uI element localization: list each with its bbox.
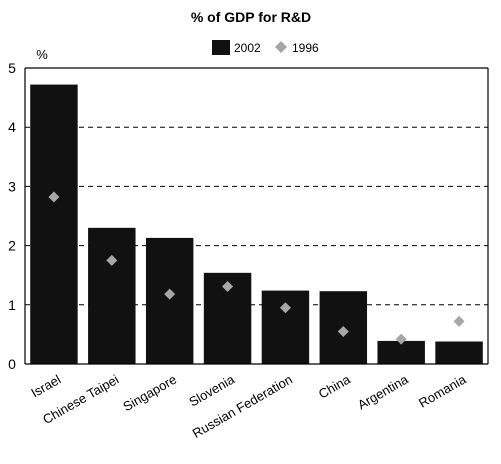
marker-1996-singapore — [164, 288, 176, 300]
category-label-israel: Israel — [28, 372, 63, 401]
axes — [24, 67, 489, 365]
category-label-china: China — [316, 371, 354, 401]
marker-1996-russian-federation — [279, 302, 291, 314]
bar-2002-argentina — [377, 340, 425, 364]
chart-title: % of GDP for R&D — [191, 9, 311, 25]
legend-swatch-1996 — [275, 41, 287, 53]
marker-1996-romania — [453, 315, 465, 327]
y-tick-label-5: 5 — [8, 60, 16, 76]
legend-label-2002: 2002 — [234, 41, 261, 55]
y-tick-label-4: 4 — [8, 119, 16, 135]
legend-label-1996: 1996 — [292, 41, 319, 55]
y-tick-label-3: 3 — [8, 178, 16, 194]
y-tick-labels: 0 1 2 3 4 5 — [8, 60, 16, 372]
marker-1996-chinese-taipei — [106, 254, 118, 266]
markers-1996 — [48, 191, 465, 345]
bar-2002-chinese-taipei — [88, 227, 136, 364]
marker-1996-argentina — [395, 333, 407, 345]
marker-1996-china — [337, 325, 349, 337]
category-label-romania: Romania — [416, 371, 469, 410]
legend-swatch-2002 — [212, 40, 230, 55]
y-axis-unit-label: % — [36, 47, 48, 62]
y-tick-label-0: 0 — [8, 356, 16, 372]
marker-1996-slovenia — [222, 280, 234, 292]
category-label-singapore: Singapore — [120, 372, 179, 415]
bars-2002 — [30, 84, 483, 365]
bar-2002-israel — [30, 84, 78, 365]
bar-2002-russian-federation — [261, 290, 310, 364]
y-tick-label-2: 2 — [8, 238, 16, 254]
marker-1996-israel — [48, 191, 60, 203]
category-label-argentina: Argentina — [355, 371, 411, 412]
y-tick-label-1: 1 — [8, 297, 16, 313]
legend: 2002 1996 — [212, 40, 319, 55]
category-label-russian-federation: Russian Federation — [190, 372, 295, 441]
bar-2002-romania — [435, 341, 483, 364]
bar-2002-singapore — [145, 237, 194, 364]
